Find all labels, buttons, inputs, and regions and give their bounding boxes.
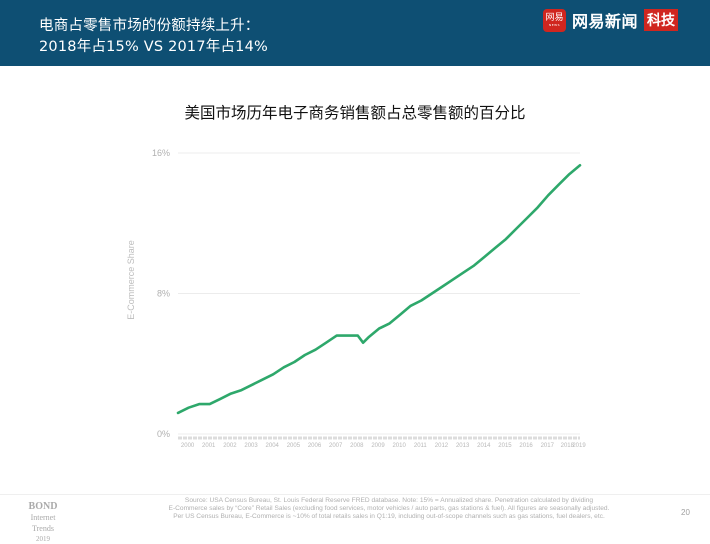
brand-tag: 科技 <box>644 9 679 31</box>
ecommerce-share-line <box>176 164 582 415</box>
x-tick-label: 2014 <box>477 443 491 449</box>
x-tick-label: 2010 <box>392 443 406 449</box>
x-tick-label: 2000 <box>181 443 195 449</box>
line-chart: 0% 8% 16% 2000 2001 2002 2003 2004 2005 2006 2007… <box>126 148 586 449</box>
x-tick-label: 2017 <box>541 443 555 449</box>
brand: 网易 NEWS 网易新闻 科技 <box>543 8 679 32</box>
page-number: 20 <box>681 508 690 517</box>
y-tick-label: 8% <box>157 289 170 299</box>
netease-logo-icon: 网易 NEWS <box>543 8 566 32</box>
x-tick-label: 2011 <box>414 443 428 449</box>
x-tick-label: 2003 <box>244 443 258 449</box>
y-tick-label: 0% <box>157 429 170 439</box>
chart-title: 美国市场历年电子商务销售额占总零售额的百分比 <box>184 104 526 122</box>
x-tick-label: 2005 <box>287 443 301 449</box>
x-tick-label: 2015 <box>498 443 512 449</box>
x-tick-label: 2019 <box>572 443 586 449</box>
x-tick-label: 2007 <box>329 443 343 449</box>
x-tick-label: 2002 <box>223 443 237 449</box>
y-axis-label: E-Commerce Share <box>126 240 136 320</box>
x-tick-label: 2004 <box>266 443 280 449</box>
chart-gridlines <box>178 152 580 435</box>
x-tick-label: 2013 <box>456 443 470 449</box>
x-axis-ticks: 2000 2001 2002 2003 2004 2005 2006 2007 2008 2009… <box>178 436 586 449</box>
bond-logo: BOND Internet Trends 2019 <box>28 501 58 543</box>
x-tick-label: 2018 <box>561 443 575 449</box>
y-axis-ticks: 0% 8% 16% <box>152 148 170 439</box>
x-tick-label: 2001 <box>202 443 216 449</box>
brand-name: 网易新闻 <box>572 12 639 31</box>
source-note: Source: USA Census Bureau, St. Louis Fed… <box>168 497 610 521</box>
x-tick-label: 2016 <box>519 443 533 449</box>
x-tick-label: 2009 <box>371 443 385 449</box>
footer-divider <box>0 494 710 495</box>
y-tick-label: 16% <box>152 148 170 158</box>
x-tick-label: 2008 <box>350 443 364 449</box>
header-banner: 电商占零售市场的份额持续上升： 2018年占15% VS 2017年占14% 网… <box>0 0 710 66</box>
x-tick-label: 2006 <box>308 443 322 449</box>
slide-title: 电商占零售市场的份额持续上升： 2018年占15% VS 2017年占14% <box>39 18 269 55</box>
x-tick-label: 2012 <box>435 443 449 449</box>
